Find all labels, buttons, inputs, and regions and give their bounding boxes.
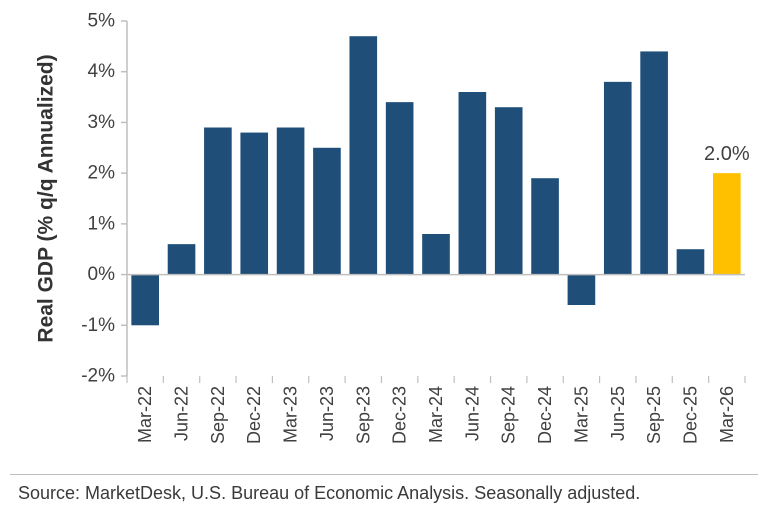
bar-dec-25: [676, 249, 705, 275]
y-tick-label: 4%: [88, 61, 116, 82]
x-tick-label: Sep-22: [208, 386, 228, 444]
bar-chart: 5% 4% 3% 2% 1% 0% -1% -2% Mar-22 Jun-22 Sep-22 Dec-…: [35, 11, 750, 445]
x-tick-label: Jun-23: [317, 386, 337, 441]
data-label: 2.0%: [704, 143, 750, 165]
y-tick-label: 0%: [88, 264, 116, 285]
bar-dec-24: [531, 178, 559, 275]
x-tick-label: Sep-24: [499, 386, 519, 444]
x-tick-label: Mar-25: [571, 386, 591, 443]
y-tick-label: -2%: [81, 366, 115, 387]
x-tick-label: Jun-24: [462, 386, 482, 441]
x-tick-label: Dec-22: [244, 386, 264, 444]
bar-mar-26: [713, 173, 741, 275]
bar-dec-22: [240, 132, 269, 275]
bar-mar-25: [567, 274, 596, 305]
bar-jun-22: [167, 244, 196, 275]
y-tick-label: 1%: [88, 213, 116, 234]
bar-mar-24: [422, 234, 450, 275]
x-tick-label: Mar-22: [135, 386, 155, 443]
x-tick-label: Dec-25: [680, 386, 700, 444]
x-tick-label: Sep-25: [644, 386, 664, 444]
source-note: Source: MarketDesk, U.S. Bureau of Econo…: [18, 483, 641, 503]
bar-sep-22: [204, 127, 232, 275]
bar-sep-24: [494, 107, 523, 275]
bar-sep-23: [349, 36, 378, 275]
bar-jun-23: [313, 147, 341, 275]
y-tick-label: 5%: [88, 11, 116, 32]
x-tick-label: Mar-23: [281, 386, 301, 443]
bar-mar-23: [276, 127, 305, 275]
y-tick-label: 2%: [88, 163, 116, 184]
x-tick-label: Sep-23: [353, 386, 373, 444]
y-axis-title: Real GDP (% q/q Annualized): [35, 54, 58, 342]
y-tick-label: 3%: [88, 112, 116, 133]
bar-jun-25: [603, 81, 632, 275]
x-tick-label: Dec-23: [390, 386, 410, 444]
x-tick-label: Mar-24: [426, 386, 446, 443]
x-tick-label: Jun-22: [172, 386, 192, 441]
x-tick-label: Dec-24: [535, 386, 555, 444]
bar-sep-25: [640, 51, 668, 275]
bar-dec-23: [385, 102, 414, 275]
bar-mar-22: [131, 274, 159, 326]
footer-divider: [10, 474, 758, 475]
x-tick-label: Mar-26: [717, 386, 737, 443]
bar-jun-24: [458, 92, 487, 275]
x-tick-label: Jun-25: [608, 386, 628, 441]
y-tick-label: -1%: [81, 315, 115, 336]
